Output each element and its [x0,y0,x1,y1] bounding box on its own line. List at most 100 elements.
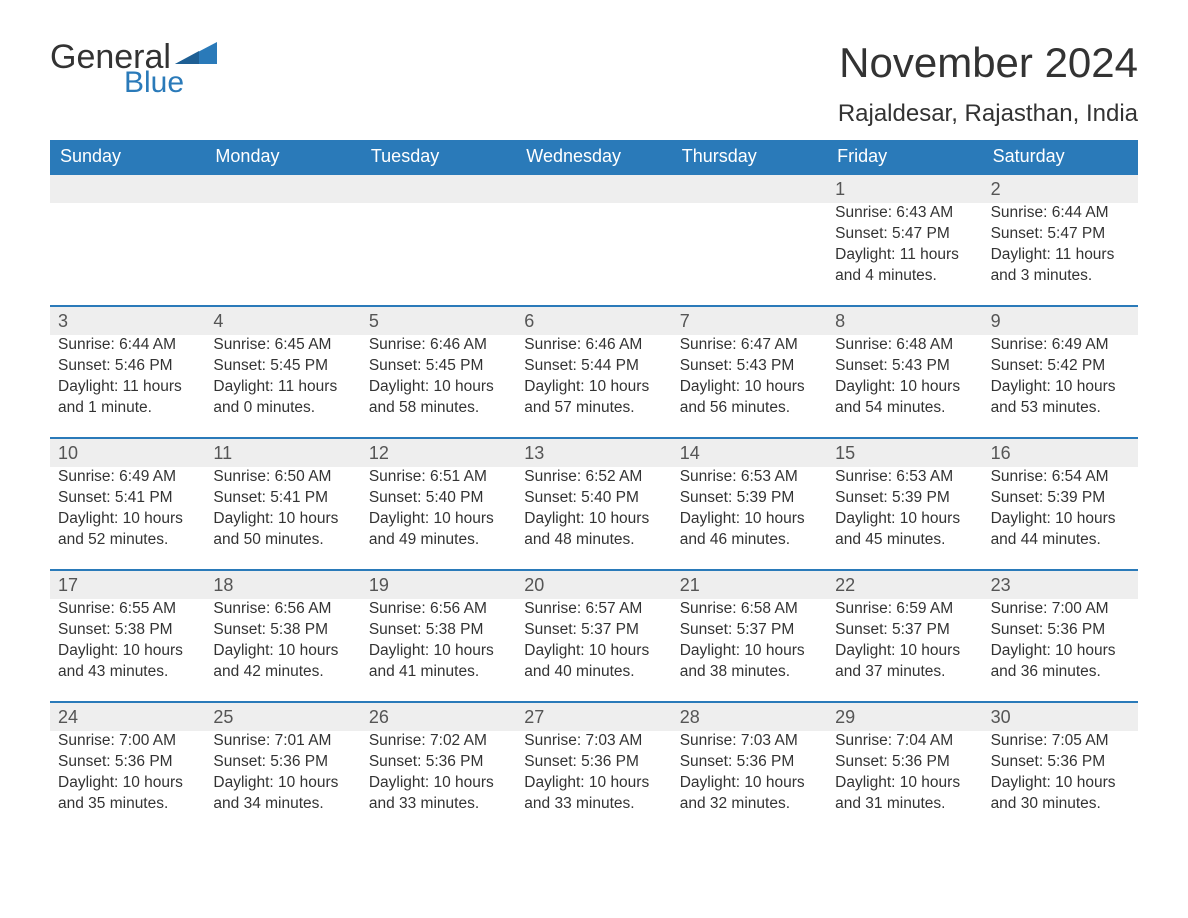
sunset-text: Sunset: 5:36 PM [213,752,352,773]
daylight-line1: Daylight: 10 hours [835,773,974,794]
day-number: 9 [983,305,1138,335]
page: General Blue November 2024 Rajaldesar, R… [0,0,1188,918]
sunset-text: Sunset: 5:38 PM [213,620,352,641]
daylight-line2: and 57 minutes. [524,398,663,419]
daylight-line2: and 54 minutes. [835,398,974,419]
daylight-line2: and 56 minutes. [680,398,819,419]
daylight-line1: Daylight: 10 hours [991,773,1130,794]
sunrise-text: Sunrise: 6:44 AM [58,335,197,356]
daylight-line1: Daylight: 10 hours [991,641,1130,662]
daylight-line1: Daylight: 11 hours [991,245,1130,266]
calendar-cell: 25Sunrise: 7:01 AMSunset: 5:36 PMDayligh… [205,701,360,833]
day-number-row [516,173,671,203]
day-number: 8 [827,305,982,335]
sunset-text: Sunset: 5:37 PM [835,620,974,641]
sunrise-text: Sunrise: 7:05 AM [991,731,1130,752]
day-details: Sunrise: 6:44 AMSunset: 5:46 PMDaylight:… [50,335,205,419]
calendar-cell-empty [516,173,671,305]
daylight-line2: and 37 minutes. [835,662,974,683]
daylight-line2: and 44 minutes. [991,530,1130,551]
calendar-cell: 8Sunrise: 6:48 AMSunset: 5:43 PMDaylight… [827,305,982,437]
sunset-text: Sunset: 5:39 PM [835,488,974,509]
weekday-header: Wednesday [516,140,671,173]
brand-word2: Blue [124,66,184,100]
calendar-cell: 24Sunrise: 7:00 AMSunset: 5:36 PMDayligh… [50,701,205,833]
brand-triangle-icon [175,42,217,68]
daylight-line1: Daylight: 10 hours [213,773,352,794]
day-details: Sunrise: 6:52 AMSunset: 5:40 PMDaylight:… [516,467,671,551]
daylight-line2: and 32 minutes. [680,794,819,815]
calendar-cell: 22Sunrise: 6:59 AMSunset: 5:37 PMDayligh… [827,569,982,701]
daylight-line2: and 33 minutes. [369,794,508,815]
sunset-text: Sunset: 5:44 PM [524,356,663,377]
daylight-line2: and 49 minutes. [369,530,508,551]
sunset-text: Sunset: 5:41 PM [213,488,352,509]
sunrise-text: Sunrise: 7:02 AM [369,731,508,752]
day-details: Sunrise: 7:02 AMSunset: 5:36 PMDaylight:… [361,731,516,815]
daylight-line2: and 40 minutes. [524,662,663,683]
sunrise-text: Sunrise: 6:56 AM [369,599,508,620]
calendar-cell: 27Sunrise: 7:03 AMSunset: 5:36 PMDayligh… [516,701,671,833]
calendar-cell: 16Sunrise: 6:54 AMSunset: 5:39 PMDayligh… [983,437,1138,569]
day-number: 16 [983,437,1138,467]
month-title: November 2024 [838,40,1138,86]
sunset-text: Sunset: 5:39 PM [680,488,819,509]
day-details: Sunrise: 6:45 AMSunset: 5:45 PMDaylight:… [205,335,360,419]
calendar-body: 1Sunrise: 6:43 AMSunset: 5:47 PMDaylight… [50,173,1138,833]
calendar-cell-empty [361,173,516,305]
sunset-text: Sunset: 5:39 PM [991,488,1130,509]
day-number: 13 [516,437,671,467]
day-details: Sunrise: 6:54 AMSunset: 5:39 PMDaylight:… [983,467,1138,551]
calendar-cell: 28Sunrise: 7:03 AMSunset: 5:36 PMDayligh… [672,701,827,833]
day-details: Sunrise: 6:46 AMSunset: 5:44 PMDaylight:… [516,335,671,419]
sunrise-text: Sunrise: 6:43 AM [835,203,974,224]
daylight-line2: and 38 minutes. [680,662,819,683]
daylight-line1: Daylight: 11 hours [835,245,974,266]
weekday-header: Friday [827,140,982,173]
calendar-cell: 2Sunrise: 6:44 AMSunset: 5:47 PMDaylight… [983,173,1138,305]
day-number: 29 [827,701,982,731]
calendar-cell: 1Sunrise: 6:43 AMSunset: 5:47 PMDaylight… [827,173,982,305]
daylight-line2: and 58 minutes. [369,398,508,419]
daylight-line1: Daylight: 10 hours [213,641,352,662]
daylight-line2: and 35 minutes. [58,794,197,815]
weekday-header: Thursday [672,140,827,173]
day-details: Sunrise: 6:59 AMSunset: 5:37 PMDaylight:… [827,599,982,683]
sunrise-text: Sunrise: 6:47 AM [680,335,819,356]
daylight-line2: and 1 minute. [58,398,197,419]
daylight-line1: Daylight: 10 hours [835,641,974,662]
sunrise-text: Sunrise: 6:55 AM [58,599,197,620]
calendar-cell: 30Sunrise: 7:05 AMSunset: 5:36 PMDayligh… [983,701,1138,833]
calendar-cell-empty [50,173,205,305]
day-details: Sunrise: 6:55 AMSunset: 5:38 PMDaylight:… [50,599,205,683]
daylight-line1: Daylight: 10 hours [369,377,508,398]
day-number-row [672,173,827,203]
sunrise-text: Sunrise: 6:48 AM [835,335,974,356]
day-details: Sunrise: 7:01 AMSunset: 5:36 PMDaylight:… [205,731,360,815]
daylight-line2: and 46 minutes. [680,530,819,551]
day-details: Sunrise: 6:53 AMSunset: 5:39 PMDaylight:… [672,467,827,551]
daylight-line2: and 0 minutes. [213,398,352,419]
daylight-line1: Daylight: 10 hours [991,509,1130,530]
sunset-text: Sunset: 5:45 PM [369,356,508,377]
day-number: 21 [672,569,827,599]
daylight-line2: and 52 minutes. [58,530,197,551]
daylight-line1: Daylight: 10 hours [524,509,663,530]
sunrise-text: Sunrise: 6:46 AM [524,335,663,356]
daylight-line2: and 50 minutes. [213,530,352,551]
sunrise-text: Sunrise: 6:49 AM [58,467,197,488]
day-number: 23 [983,569,1138,599]
day-number: 2 [983,173,1138,203]
sunrise-text: Sunrise: 6:51 AM [369,467,508,488]
calendar-cell: 26Sunrise: 7:02 AMSunset: 5:36 PMDayligh… [361,701,516,833]
daylight-line1: Daylight: 10 hours [835,509,974,530]
calendar-cell: 10Sunrise: 6:49 AMSunset: 5:41 PMDayligh… [50,437,205,569]
calendar-cell: 4Sunrise: 6:45 AMSunset: 5:45 PMDaylight… [205,305,360,437]
sunset-text: Sunset: 5:47 PM [835,224,974,245]
calendar-cell: 5Sunrise: 6:46 AMSunset: 5:45 PMDaylight… [361,305,516,437]
calendar-cell: 15Sunrise: 6:53 AMSunset: 5:39 PMDayligh… [827,437,982,569]
header: General Blue November 2024 Rajaldesar, R… [50,40,1138,128]
sunset-text: Sunset: 5:36 PM [680,752,819,773]
day-details: Sunrise: 6:43 AMSunset: 5:47 PMDaylight:… [827,203,982,287]
sunset-text: Sunset: 5:36 PM [58,752,197,773]
